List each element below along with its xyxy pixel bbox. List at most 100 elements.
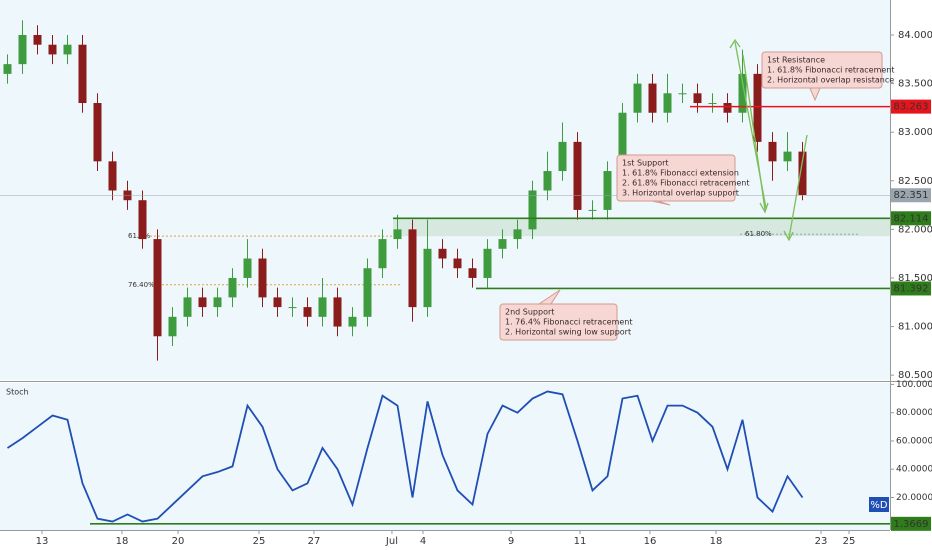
candle-body xyxy=(558,141,567,172)
candle-body xyxy=(498,239,507,249)
level-label: 81.392 xyxy=(894,283,929,294)
level-label: 82.351 xyxy=(894,190,929,201)
candle-body xyxy=(288,307,297,309)
candle-body xyxy=(528,190,537,230)
y-tick-label: 80.500 xyxy=(898,370,932,381)
arrow-head xyxy=(759,202,769,214)
level-label-bg xyxy=(891,211,931,226)
candle-body xyxy=(183,297,192,317)
y-tick-label: 60.0000 xyxy=(896,436,932,446)
candle-body xyxy=(318,297,327,317)
candle-body xyxy=(258,258,267,298)
candle-body xyxy=(228,277,237,298)
annotation-text: 2. 61.8% Fibonacci retracement xyxy=(622,179,750,188)
y-tick-label: 83.000 xyxy=(898,127,932,138)
annotation-text: 3. Horizontal overlap support xyxy=(622,189,739,198)
y-tick-label: 100.0000 xyxy=(896,380,932,390)
x-tick-label: 11 xyxy=(574,536,587,547)
candle-body xyxy=(633,83,642,113)
candle-body xyxy=(588,209,597,211)
x-tick-label: 20 xyxy=(172,536,185,547)
annotation-text: 1st Support xyxy=(622,159,669,168)
candle-body xyxy=(513,229,522,240)
y-tick-label: 84.000 xyxy=(898,30,932,41)
level-label: 83.263 xyxy=(894,102,929,113)
arrow-head xyxy=(783,230,794,242)
candle-body xyxy=(213,297,222,308)
candle-body xyxy=(48,44,57,55)
legend-label: %D xyxy=(870,500,888,511)
candle-body xyxy=(63,44,72,55)
candle-body xyxy=(18,34,27,65)
fib-label: 76.40% xyxy=(128,281,155,289)
x-tick-label: 25 xyxy=(253,536,266,547)
level-label-bg xyxy=(891,188,931,203)
candle-body xyxy=(573,141,582,210)
candle-body xyxy=(543,171,552,191)
candle-body xyxy=(303,307,312,317)
x-tick-label: 18 xyxy=(116,536,129,547)
annotation-box xyxy=(616,154,736,202)
fib-label: 61.80% xyxy=(745,230,772,238)
candle-body xyxy=(618,112,627,172)
candle-body xyxy=(3,64,12,74)
candle-body xyxy=(243,258,252,278)
y-tick-label: 20.0000 xyxy=(896,493,932,503)
candle-body xyxy=(198,297,207,308)
annotation-text: 1. 76.4% Fibonacci retracement xyxy=(505,318,633,327)
level-label-bg xyxy=(891,99,931,114)
legend-box xyxy=(869,497,889,512)
y-tick-label: 83.500 xyxy=(898,79,932,90)
candle-body xyxy=(108,161,117,191)
annotation-text: 1. 61.8% Fibonacci extension xyxy=(622,169,739,178)
candle-body xyxy=(438,248,447,259)
candle-body xyxy=(453,258,462,269)
stoch-line xyxy=(7,390,804,523)
marks: 61.8%76.40%61.80% xyxy=(0,20,890,525)
x-tick-label: 13 xyxy=(36,536,49,547)
y-tick-label: 81.500 xyxy=(898,273,932,284)
annotation-text: 2. Horizontal overlap resistance xyxy=(767,76,894,85)
annotation-text: 2. Horizontal swing low support xyxy=(505,328,631,337)
candle-body xyxy=(708,103,717,105)
candle-body xyxy=(78,44,87,104)
annotation-text: 1st Resistance xyxy=(767,56,825,65)
x-tick-label: Jul xyxy=(385,536,398,547)
candle-body xyxy=(648,83,657,113)
x-tick-label: 4 xyxy=(420,536,426,547)
candle-body xyxy=(138,200,147,240)
candle-body xyxy=(768,141,777,162)
candle-body xyxy=(693,93,702,104)
candle-body xyxy=(168,316,177,337)
candle-body xyxy=(723,103,732,113)
level-label-bg xyxy=(891,281,931,296)
candle-body xyxy=(393,229,402,240)
x-tick-label: 18 xyxy=(710,536,723,547)
candle-body xyxy=(663,93,672,113)
support-zone xyxy=(393,218,890,237)
candle-body xyxy=(783,151,792,162)
price-pane xyxy=(0,0,890,380)
y-tick-label: 82.000 xyxy=(898,224,932,235)
x-tick-label: 16 xyxy=(644,536,657,547)
y-tick-label: 81.000 xyxy=(898,322,932,333)
candle-body xyxy=(363,268,372,317)
candle-body xyxy=(273,297,282,308)
arrow-head xyxy=(729,38,741,49)
arrow xyxy=(788,134,808,239)
annotation-box xyxy=(761,51,883,89)
stoch-title: Stoch xyxy=(6,388,29,397)
x-tick-label: 25 xyxy=(843,536,856,547)
candle-body xyxy=(738,73,747,113)
candle-body xyxy=(678,93,687,95)
annotation-box xyxy=(499,303,618,341)
candle-body xyxy=(468,268,477,278)
x-tick-label: 9 xyxy=(508,536,514,547)
level-label-bg xyxy=(891,516,931,531)
level-label: 1.3669 xyxy=(894,519,929,530)
projection-arrows xyxy=(729,38,808,242)
